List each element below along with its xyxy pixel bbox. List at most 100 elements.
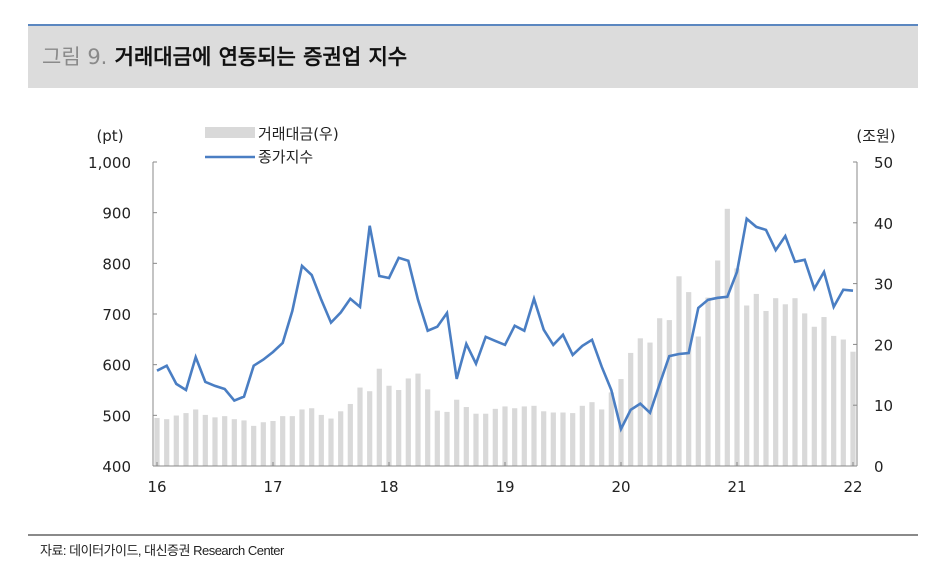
bar-2019-04 <box>531 405 537 466</box>
bar-2021-02 <box>744 305 750 466</box>
bar-2016-01 <box>154 417 160 466</box>
bar-2019-05 <box>541 411 547 466</box>
bar-2020-08 <box>686 292 692 466</box>
x-tick-label: 16 <box>147 478 166 496</box>
bar-2017-07 <box>328 418 334 466</box>
bar-2021-12 <box>840 339 846 466</box>
bar-2019-10 <box>589 402 595 466</box>
left-tick-label: 700 <box>102 306 131 324</box>
bar-2016-08 <box>222 416 228 466</box>
right-tick-label: 40 <box>874 215 893 233</box>
bar-2016-06 <box>202 414 208 466</box>
bar-2018-05 <box>425 389 431 466</box>
bar-2019-09 <box>579 405 585 466</box>
x-tick-label: 21 <box>727 478 746 496</box>
bar-2020-01 <box>618 379 624 466</box>
bar-2020-12 <box>724 208 730 467</box>
bar-2019-01 <box>502 406 508 466</box>
figure-label: 그림 9. <box>42 45 108 69</box>
bar-2016-04 <box>183 413 189 466</box>
right-tick-label: 0 <box>874 458 884 476</box>
bar-2016-09 <box>231 419 237 466</box>
figure-title-text: 거래대금에 연동되는 증권업 지수 <box>114 45 408 69</box>
bar-2018-11 <box>483 413 489 466</box>
right-tick-label: 30 <box>874 276 893 294</box>
bar-2018-08 <box>454 399 460 466</box>
figure-header: 그림 9. 거래대금에 연동되는 증권업 지수 <box>28 26 918 88</box>
bar-2021-05 <box>773 298 779 466</box>
bar-2020-11 <box>715 260 721 466</box>
right-axis-unit: (조원) <box>856 127 895 145</box>
bar-2016-12 <box>260 422 266 466</box>
bar-2021-10 <box>821 317 827 466</box>
bar-2017-03 <box>289 416 295 466</box>
bar-2017-08 <box>338 411 344 466</box>
bar-2021-03 <box>753 293 759 466</box>
source-note: 자료: 데이터가이드, 대신증권 Research Center <box>40 543 284 558</box>
bar-2019-11 <box>599 409 605 466</box>
bar-2021-08 <box>802 313 808 466</box>
bar-2019-12 <box>608 392 614 466</box>
bar-2016-10 <box>241 420 247 466</box>
bar-2021-11 <box>831 335 837 466</box>
bar-2017-06 <box>318 414 324 466</box>
bar-2017-02 <box>280 416 286 466</box>
bar-2017-10 <box>357 387 363 466</box>
left-tick-label: 900 <box>102 205 131 223</box>
right-tick-label: 10 <box>874 397 893 415</box>
x-tick-label: 22 <box>843 478 862 496</box>
left-tick-label: 400 <box>102 458 131 476</box>
bar-2020-06 <box>666 320 672 466</box>
bar-2018-10 <box>473 413 479 466</box>
bar-2018-04 <box>415 373 421 466</box>
bar-2018-06 <box>434 410 440 466</box>
bar-2016-03 <box>173 415 179 466</box>
bar-2017-05 <box>309 408 315 466</box>
bar-2020-10 <box>705 297 711 466</box>
bar-2016-02 <box>164 419 170 466</box>
bar-2019-03 <box>521 406 527 466</box>
legend-label-bar: 거래대금(우) <box>258 125 339 143</box>
bar-2021-01 <box>734 268 740 466</box>
top-rule <box>28 24 918 26</box>
left-tick-label: 600 <box>102 357 131 375</box>
bar-2016-07 <box>212 417 218 466</box>
left-tick-label: 1,000 <box>88 154 131 172</box>
bar-2016-11 <box>251 425 257 466</box>
bar-2020-04 <box>647 342 653 466</box>
x-tick-label: 17 <box>263 478 282 496</box>
bar-2020-09 <box>695 336 701 466</box>
bar-2018-02 <box>396 390 402 466</box>
left-axis-unit: (pt) <box>96 127 123 145</box>
bar-2017-09 <box>347 403 353 466</box>
bar-2021-09 <box>811 326 817 466</box>
left-tick-label: 800 <box>102 255 131 273</box>
bar-2019-07 <box>560 412 566 466</box>
left-tick-label: 500 <box>102 407 131 425</box>
legend-label-line: 종가지수 <box>258 148 313 166</box>
series-line-종가지수 <box>156 216 854 433</box>
bar-2018-09 <box>463 407 469 466</box>
bar-2018-03 <box>405 378 411 466</box>
footer-rule <box>28 534 918 536</box>
bar-2021-04 <box>763 310 769 466</box>
bar-2019-02 <box>512 408 518 466</box>
x-tick-label: 19 <box>495 478 514 496</box>
bar-2021-07 <box>792 298 798 466</box>
bar-2018-12 <box>492 408 498 466</box>
bar-2017-12 <box>376 368 382 466</box>
x-tick-label: 20 <box>611 478 630 496</box>
right-tick-label: 20 <box>874 336 893 354</box>
right-tick-label: 50 <box>874 154 893 172</box>
figure-title: 그림 9. 거래대금에 연동되는 증권업 지수 <box>42 41 407 71</box>
bar-2016-05 <box>193 409 199 466</box>
x-tick-label: 18 <box>379 478 398 496</box>
legend-swatch-bar <box>205 127 255 138</box>
bar-2018-01 <box>386 385 392 466</box>
bar-2020-07 <box>676 276 682 466</box>
bar-2018-07 <box>444 411 450 466</box>
bar-2021-06 <box>782 304 788 466</box>
bar-2019-06 <box>550 412 556 466</box>
bar-2019-08 <box>570 413 576 466</box>
